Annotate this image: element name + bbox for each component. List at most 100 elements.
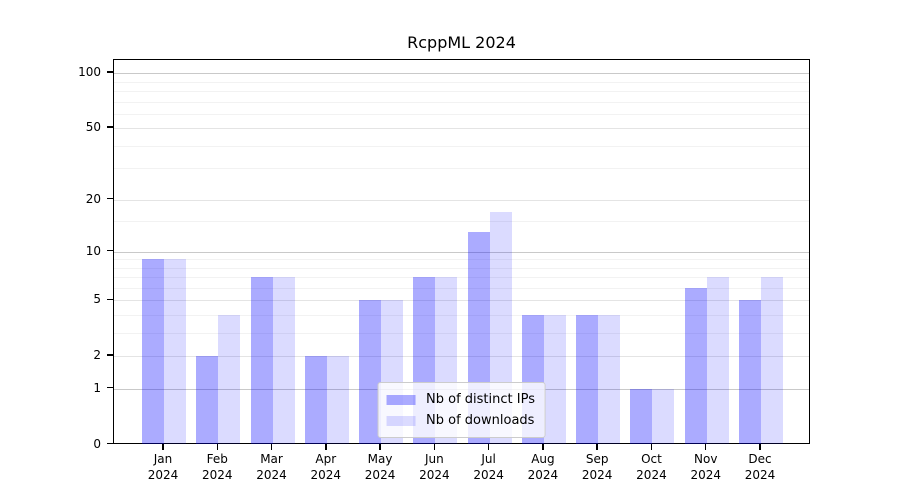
gridline-major — [114, 356, 809, 358]
bar-distinct-ips-feb — [196, 356, 219, 445]
bar-distinct-ips-sep — [576, 315, 599, 445]
bar-distinct-ips-may — [359, 300, 382, 445]
x-tick-label: Dec 2024 — [730, 451, 790, 483]
x-tick-label: Aug 2024 — [513, 451, 573, 483]
x-tick-mark — [650, 443, 653, 450]
x-tick-mark — [542, 443, 544, 450]
x-tick-mark — [325, 443, 327, 450]
x-tick-month: Aug — [531, 451, 555, 466]
gridline-minor — [114, 277, 809, 279]
y-tick-label: 100 — [78, 65, 101, 80]
bar-downloads-sep — [598, 315, 621, 445]
x-tick-year: 2024 — [256, 467, 287, 482]
x-tick-mark — [596, 443, 598, 450]
x-tick-month: Nov — [694, 451, 718, 466]
y-tick-mark — [107, 71, 113, 73]
x-tick-label: Mar 2024 — [242, 451, 302, 483]
y-tick-mark — [107, 442, 113, 445]
x-tick-month: May — [367, 451, 393, 466]
x-tick-mark — [705, 443, 707, 450]
bar-distinct-ips-nov — [684, 287, 707, 445]
x-tick-month: Oct — [641, 451, 662, 466]
x-tick-mark — [162, 443, 164, 450]
x-tick-month: Jan — [153, 451, 173, 466]
bar-downloads-aug — [543, 315, 566, 445]
x-tick-year: 2024 — [364, 467, 396, 482]
gridline-major — [114, 251, 809, 253]
x-tick-year: 2024 — [581, 467, 613, 482]
x-tick-year: 2024 — [636, 467, 667, 482]
gridline-major — [114, 300, 809, 302]
y-tick-label: 10 — [85, 243, 101, 258]
y-tick-mark — [107, 298, 113, 301]
x-tick-label: Jun 2024 — [404, 451, 464, 483]
x-tick-mark — [433, 443, 436, 450]
y-tick-label: 0 — [93, 436, 101, 451]
y-tick-label: 20 — [85, 191, 101, 206]
x-tick-year: 2024 — [690, 467, 721, 482]
x-tick-label: Oct 2024 — [621, 451, 681, 483]
chart-title: RcppML 2024 — [407, 33, 516, 52]
gridline-minor — [114, 315, 809, 316]
x-tick-label: Nov 2024 — [676, 451, 736, 483]
x-tick-mark — [379, 443, 381, 450]
x-tick-month: Dec — [748, 451, 772, 466]
x-tick-month: Feb — [206, 451, 228, 466]
legend-label-downloads: Nb of downloads — [426, 413, 535, 428]
x-tick-label: Feb 2024 — [187, 451, 247, 483]
gridline-minor — [114, 259, 809, 261]
x-tick-mark — [270, 443, 273, 450]
gridline-minor — [114, 267, 809, 269]
y-tick-mark — [107, 249, 113, 252]
bar-distinct-ips-apr — [304, 356, 327, 445]
bar-distinct-ips-dec — [739, 300, 761, 445]
x-tick-mark — [759, 443, 761, 450]
gridline-minor — [114, 332, 809, 334]
x-tick-label: May 2024 — [350, 451, 410, 483]
y-tick-mark — [107, 387, 113, 389]
x-tick-year: 2024 — [473, 467, 504, 482]
bar-distinct-ips-jan — [142, 259, 164, 445]
y-tick-label: 2 — [93, 348, 101, 363]
legend-item-downloads: Nb of downloads — [386, 410, 535, 431]
legend-label-distinct-ips: Nb of distinct IPs — [426, 392, 535, 407]
y-tick-mark — [107, 354, 113, 356]
legend-swatch-downloads — [386, 415, 416, 426]
plot-area: Nb of distinct IPs Nb of downloads — [113, 59, 810, 445]
gridline-minor — [114, 90, 809, 92]
x-tick-year: 2024 — [527, 467, 559, 482]
bar-downloads-jan — [164, 259, 186, 445]
bar-downloads-dec — [761, 277, 783, 445]
bar-downloads-nov — [706, 277, 729, 445]
y-tick-mark — [107, 197, 113, 200]
gridline-minor — [114, 81, 809, 83]
x-tick-month: Apr — [315, 451, 337, 466]
x-tick-label: Jan 2024 — [133, 451, 193, 483]
gridline-minor — [114, 221, 809, 223]
x-tick-label: Sep 2024 — [567, 451, 627, 483]
gridline-minor — [114, 101, 809, 103]
bar-downloads-apr — [326, 356, 349, 445]
x-tick-month: Mar — [260, 451, 283, 466]
x-tick-year: 2024 — [310, 467, 342, 482]
y-tick-label: 50 — [85, 120, 101, 135]
bar-distinct-ips-oct — [630, 388, 653, 445]
gridline-minor — [114, 168, 809, 170]
x-tick-year: 2024 — [201, 467, 233, 482]
legend: Nb of distinct IPs Nb of downloads — [377, 382, 546, 438]
legend-swatch-distinct-ips — [386, 394, 416, 405]
y-tick-label: 1 — [93, 380, 101, 395]
x-tick-year: 2024 — [744, 467, 776, 482]
x-tick-mark — [216, 443, 218, 450]
x-tick-label: Jul 2024 — [459, 451, 519, 483]
x-tick-label: Apr 2024 — [296, 451, 356, 483]
y-tick-label: 5 — [93, 292, 101, 307]
gridline-major — [114, 128, 809, 130]
bar-downloads-feb — [218, 315, 241, 445]
bar-downloads-oct — [652, 388, 675, 445]
x-tick-year: 2024 — [419, 467, 450, 482]
x-tick-mark — [487, 443, 490, 450]
gridline-major — [114, 199, 809, 201]
x-tick-month: Sep — [585, 451, 609, 466]
